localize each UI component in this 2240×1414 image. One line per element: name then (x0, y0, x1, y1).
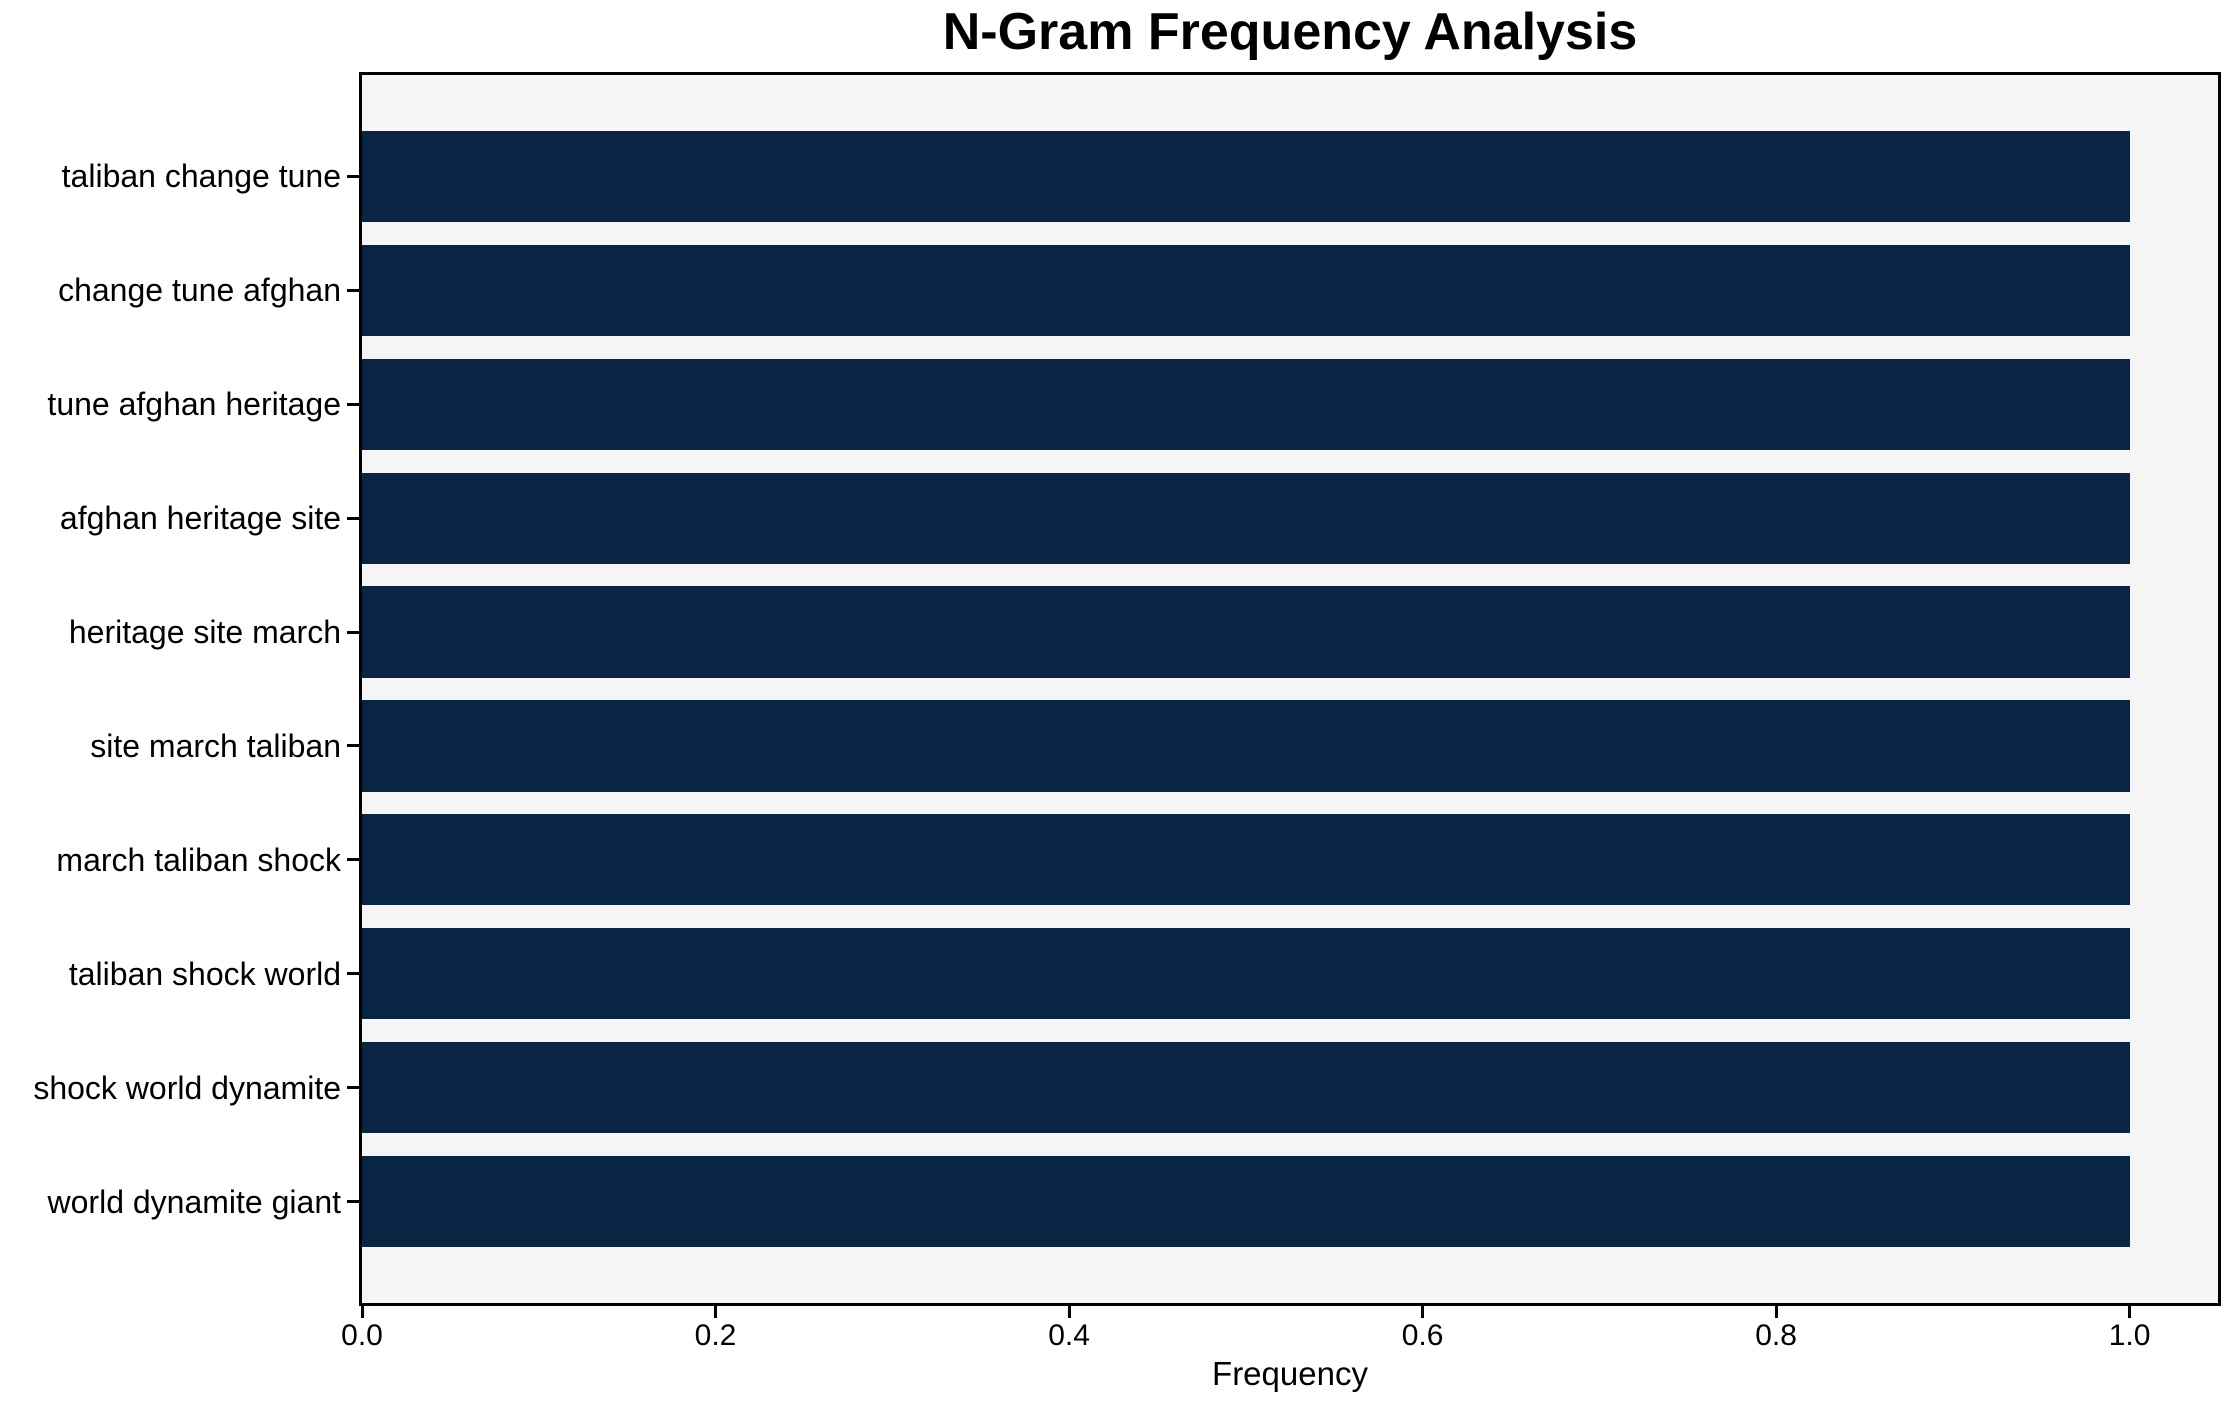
bar (362, 1156, 2130, 1248)
bar (362, 130, 2130, 222)
bar (362, 700, 2130, 792)
y-tick-mark (347, 1086, 359, 1090)
y-tick-label: taliban change tune (61, 158, 341, 195)
y-tick-label: change tune afghan (58, 272, 341, 309)
bar (362, 358, 2130, 450)
x-tick-label: 0.6 (1401, 1319, 1444, 1352)
chart-title: N-Gram Frequency Analysis (942, 3, 1638, 61)
x-tick-mark (360, 1306, 364, 1318)
x-tick-mark (1421, 1306, 1425, 1318)
x-tick-mark (1774, 1306, 1778, 1318)
y-tick-mark (347, 516, 359, 520)
y-tick-label: march taliban shock (56, 841, 341, 878)
x-tick-label: 1.0 (2108, 1319, 2151, 1352)
x-tick-mark (1067, 1306, 1071, 1318)
bar (362, 472, 2130, 564)
y-tick-label: world dynamite giant (47, 1183, 341, 1220)
bar (362, 1042, 2130, 1134)
y-tick-mark (347, 630, 359, 634)
x-tick-label: 0.0 (341, 1319, 383, 1352)
y-tick-mark (347, 1200, 359, 1204)
y-tick-mark (347, 858, 359, 862)
y-tick-mark (347, 972, 359, 976)
bar (362, 586, 2130, 678)
x-tick-mark (714, 1306, 718, 1318)
y-tick-label: afghan heritage site (59, 500, 341, 537)
y-tick-mark (347, 174, 359, 178)
y-tick-mark (347, 402, 359, 406)
bar (362, 244, 2130, 336)
x-tick-label: 0.8 (1755, 1319, 1797, 1352)
y-tick-mark (347, 744, 359, 748)
x-tick-label: 0.2 (694, 1319, 737, 1352)
y-tick-label: taliban shock world (68, 955, 341, 992)
x-axis-title: Frequency (1212, 1355, 1368, 1392)
y-tick-mark (347, 288, 359, 292)
bar (362, 814, 2130, 906)
y-tick-label: site march taliban (90, 727, 341, 764)
x-tick-label: 0.4 (1048, 1319, 1090, 1352)
y-tick-label: heritage site march (68, 614, 341, 651)
y-tick-label: shock world dynamite (33, 1069, 341, 1106)
bar (362, 928, 2130, 1020)
x-tick-mark (2128, 1306, 2132, 1318)
y-tick-label: tune afghan heritage (47, 386, 341, 423)
